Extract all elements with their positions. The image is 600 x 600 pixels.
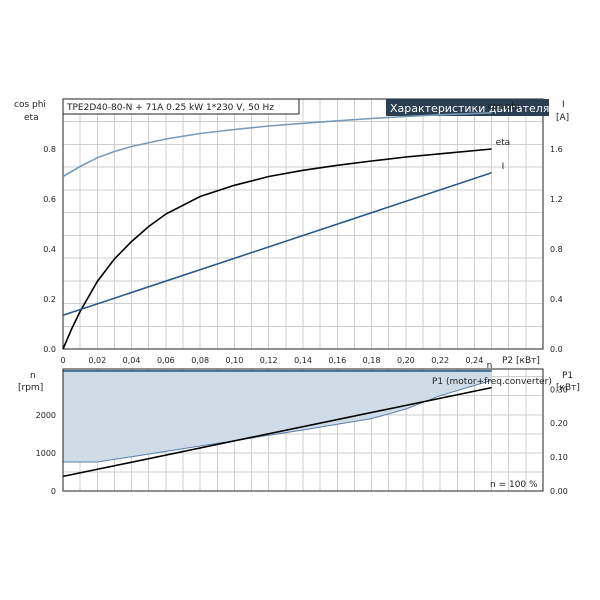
lower-y-left-tick-label: 1000 xyxy=(36,449,56,458)
eta-curve xyxy=(62,148,492,350)
lower-y-left-tick-label: 0 xyxy=(51,487,56,496)
x-tick-label: 0,14 xyxy=(294,356,312,365)
x-tick-label: 0,16 xyxy=(328,356,346,365)
y-right-tick-label: 1.6 xyxy=(550,145,563,154)
lower-y-right-tick-label: 0.20 xyxy=(550,419,568,428)
upper-tick-labels: 0 0,02 0,04 0,06 0,08 0,10 0,12 0,14 0,16 0,18 0,2… xyxy=(43,145,562,365)
speed-range-area xyxy=(63,370,492,462)
p1-power-label: P1 (motor+freq.converter) xyxy=(432,377,552,387)
cos-phi-curve-label: cos phi xyxy=(488,102,520,112)
upper-grid xyxy=(63,99,543,349)
right-axis-label-i: I xyxy=(562,100,565,110)
current-curve xyxy=(62,172,492,317)
y-left-tick-label: 0.2 xyxy=(43,295,56,304)
x-tick-label: 0,04 xyxy=(123,356,141,365)
lower-right-label-p1: P1 xyxy=(562,371,573,381)
lower-y-right-tick-label: 0.00 xyxy=(550,487,568,496)
lower-tick-labels: 0 1000 2000 0.00 0.10 0.20 0.30 xyxy=(36,385,568,496)
lower-y-right-tick-label: 0.30 xyxy=(550,385,568,394)
current-curve-label: I xyxy=(502,162,505,172)
chart-title: Характеристики двигателя xyxy=(390,102,549,115)
y-left-tick-label: 0.4 xyxy=(43,245,56,254)
x-axis-label: P2 [кВт] xyxy=(502,356,540,366)
title-box xyxy=(386,99,549,116)
y-left-tick-label: 0.8 xyxy=(43,145,56,154)
x-tick-label: 0,20 xyxy=(397,356,415,365)
lower-series: n P1 (motor+freq.converter) xyxy=(62,361,552,478)
eta-curve-label: eta xyxy=(496,138,511,148)
y-left-tick-label: 0.6 xyxy=(43,195,56,204)
lower-y-right-tick-label: 0.10 xyxy=(550,453,568,462)
upper-plot-frame xyxy=(62,98,544,350)
x-tick-label: 0,06 xyxy=(157,356,175,365)
speed-annotation: n = 100 % xyxy=(490,480,538,490)
max-speed-label: n xyxy=(487,361,493,371)
cos-phi-curve xyxy=(62,112,492,178)
x-tick-label: 0,10 xyxy=(226,356,244,365)
x-tick-label: 0,24 xyxy=(466,356,484,365)
upper-series: cos phi eta I xyxy=(62,102,520,350)
subtitle-box xyxy=(62,98,300,115)
right-axis-label-unit-a: [A] xyxy=(556,113,569,123)
x-tick-label: 0,08 xyxy=(191,356,209,365)
y-right-tick-label: 0.4 xyxy=(550,295,563,304)
y-right-tick-label: 0.8 xyxy=(550,245,563,254)
left-axis-label-cosphi: cos phi xyxy=(14,100,46,110)
chart-subtitle: TPE2D40-80-N + 71A 0.25 kW 1*230 V, 50 H… xyxy=(66,103,274,113)
y-right-tick-label: 0.0 xyxy=(550,345,563,354)
min-speed-curve xyxy=(63,379,492,463)
y-left-tick-label: 0.0 xyxy=(43,345,56,354)
left-axis-label-eta: eta xyxy=(24,113,39,123)
lower-y-left-tick-label: 2000 xyxy=(36,411,56,420)
x-tick-label: 0,12 xyxy=(260,356,278,365)
x-tick-label: 0 xyxy=(60,356,65,365)
x-tick-label: 0,02 xyxy=(88,356,106,365)
p1-power-curve xyxy=(62,386,492,478)
lower-plot-frame xyxy=(62,368,544,492)
lower-left-label-n: n xyxy=(30,371,36,381)
x-tick-label: 0,22 xyxy=(431,356,449,365)
x-tick-label: 0,18 xyxy=(363,356,381,365)
lower-right-label-kw: [кВт] xyxy=(556,383,580,393)
y-right-tick-label: 1.2 xyxy=(550,195,563,204)
lower-left-label-rpm: [rpm] xyxy=(18,383,43,393)
